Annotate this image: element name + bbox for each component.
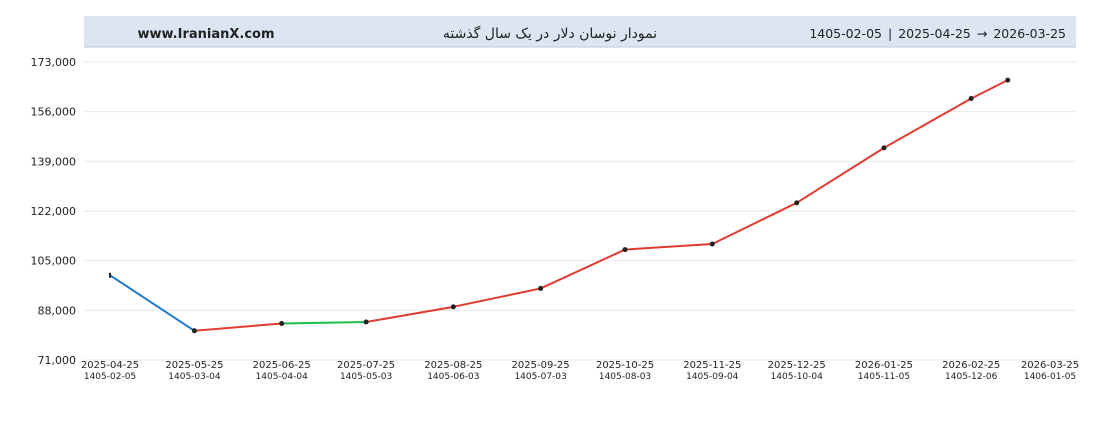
x-tick-label: 2025-12-25 (768, 360, 826, 371)
data-point[interactable] (968, 96, 974, 102)
data-point[interactable] (450, 304, 456, 310)
x-tick-label: 2025-06-25 (253, 360, 311, 371)
y-tick-label: 71,000 (38, 354, 77, 367)
range-separator: | (888, 26, 892, 41)
x-tick-label-jalali: 1405-07-03 (514, 372, 566, 382)
series-segment (365, 305, 455, 324)
y-axis: 71,000 88,000 105,000 122,000 139,000 156,000… (31, 56, 77, 367)
x-tick-label-jalali: 1405-03-04 (168, 372, 221, 382)
data-point[interactable] (191, 328, 197, 334)
x-tick-label: 2025-04-25 (81, 360, 139, 371)
data-point[interactable] (709, 241, 715, 247)
data-point[interactable] (794, 200, 800, 206)
data-point[interactable] (363, 319, 369, 325)
x-tick-label: 2025-05-25 (165, 360, 223, 371)
series-segment (624, 243, 714, 251)
data-point[interactable] (881, 145, 887, 151)
y-tick-label: 139,000 (31, 155, 77, 168)
y-tick-label: 88,000 (38, 304, 77, 317)
x-tick-label-jalali: 1405-05-03 (340, 372, 392, 382)
x-tick-label: 2025-08-25 (424, 360, 482, 371)
series-segment (193, 322, 283, 332)
series-segment (280, 321, 368, 325)
data-point[interactable] (1005, 77, 1011, 83)
series-segment (452, 287, 542, 308)
x-tick-label-jalali: 1405-02-05 (84, 372, 136, 382)
y-tick-label: 105,000 (31, 255, 77, 268)
range-arrow: → (977, 26, 987, 41)
series-segment (795, 146, 885, 204)
y-tick-label: 173,000 (31, 56, 77, 69)
x-tick-label: 2025-09-25 (512, 360, 570, 371)
series-segment (109, 274, 196, 332)
x-tick-label-jalali: 1405-06-03 (427, 372, 479, 382)
x-tick-label-jalali: 1405-12-06 (945, 372, 998, 382)
y-tick-label: 122,000 (31, 205, 77, 218)
date-range: 1405-02-05 | 2025-04-25 → 2026-03-25 (809, 26, 1066, 41)
x-tick-label-jalali: 1405-08-03 (599, 372, 651, 382)
x-tick-label: 2026-01-25 (855, 360, 913, 371)
y-tick-label: 156,000 (31, 106, 77, 119)
x-tick-label-jalali: 1405-04-04 (256, 372, 309, 382)
series-segment (539, 248, 627, 290)
data-point[interactable] (279, 320, 285, 326)
x-tick-label-jalali: 1405-10-04 (771, 372, 824, 382)
x-tick-label: 2025-07-25 (337, 360, 395, 371)
range-end: 2026-03-25 (993, 26, 1066, 41)
header-bar (84, 16, 1076, 47)
x-tick-label-jalali: 1405-09-04 (686, 372, 739, 382)
data-points (109, 77, 1011, 334)
x-tick-label: 2025-11-25 (683, 360, 741, 371)
series-segment (882, 97, 973, 149)
series-segment (970, 79, 1009, 100)
x-tick-label: 2025-10-25 (596, 360, 654, 371)
data-point[interactable] (538, 285, 544, 291)
x-tick-label-jalali: 1406-01-05 (1024, 372, 1076, 382)
data-point[interactable] (109, 272, 111, 278)
range-start: 2025-04-25 (898, 26, 971, 41)
price-series (109, 79, 1009, 332)
grid (84, 61, 1076, 361)
data-point[interactable] (622, 247, 628, 253)
x-tick-label-jalali: 1405-11-05 (858, 372, 910, 382)
x-tick-label: 2026-03-25 (1021, 360, 1079, 371)
range-start-jalali: 1405-02-05 (809, 26, 882, 41)
chart-title: نمودار نوسان دلار در یک سال گذشته (443, 25, 657, 42)
site-name[interactable]: www.IranianX.com (137, 27, 274, 42)
series-segment (711, 201, 798, 246)
x-tick-label: 2026-02-25 (942, 360, 1000, 371)
